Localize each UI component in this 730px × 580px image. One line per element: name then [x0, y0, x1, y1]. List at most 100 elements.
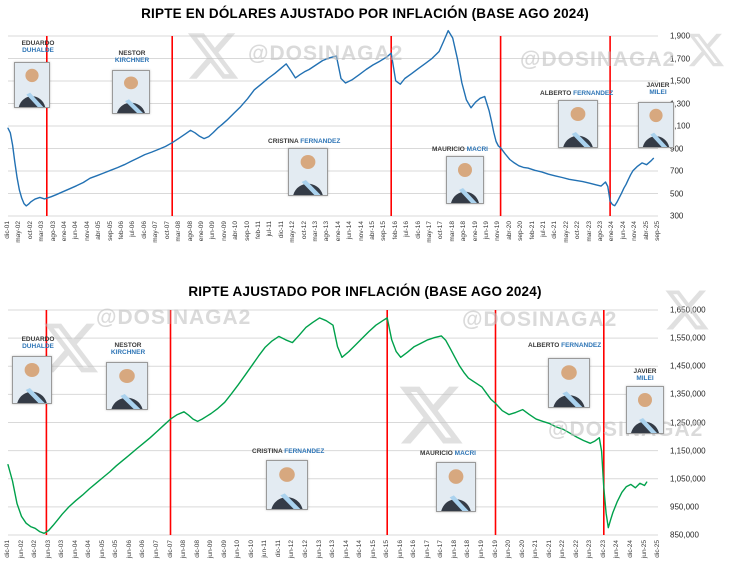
photo-alberto-fernandez	[558, 100, 598, 148]
x-axis-tick-label: ago-13	[323, 221, 331, 242]
y-axis-tick-label: 1,550,000	[670, 333, 706, 343]
y-axis-tick-label: 1,150,000	[670, 446, 706, 456]
x-axis-tick-label: mar-13	[311, 221, 319, 242]
president-label-duhalde: EDUARDO DUHALDE	[21, 40, 55, 54]
x-axis-tick-label: ene-14	[334, 221, 342, 242]
y-axis-tick-label: 1,700	[670, 54, 691, 63]
x-axis-tick-label: abr-05	[95, 221, 103, 240]
x-axis-tick-label: dic-25	[654, 540, 661, 558]
x-axis-tick-label: dic-20	[518, 540, 526, 558]
x-axis-tick-label: jun-16	[396, 540, 404, 559]
x-axis-tick-label: feb-16	[391, 221, 399, 240]
x-axis-tick-label: sep-10	[243, 221, 251, 241]
x-axis-tick-label: jun-22	[559, 540, 567, 559]
x-axis-tick-label: dic-09	[220, 540, 228, 558]
photo-eduardo-duhalde	[12, 356, 52, 404]
y-axis-tick-label: 1,450,000	[670, 361, 706, 371]
chart-title-usd: RIPTE EN DÓLARES AJUSTADO POR INFLACIÓN …	[141, 6, 589, 21]
chart-title-pesos: RIPTE AJUSTADO POR INFLACIÓN (BASE AGO 2…	[188, 284, 542, 299]
watermark-handle: @DOSINAGA2	[248, 42, 404, 65]
x-axis-tick-label: jun-08	[180, 540, 187, 559]
x-axis-tick-label: oct-07	[163, 221, 171, 240]
y-axis-tick-label: 1,250,000	[670, 418, 706, 427]
x-axis-tick-label: sep-15	[380, 221, 388, 241]
x-axis-tick-label: dic-10	[247, 540, 255, 558]
x-axis-tick-label: sep-05	[106, 221, 114, 241]
panel-pesos-chart: RIPTE AJUSTADO POR INFLACIÓN (BASE AGO 2…	[0, 278, 730, 580]
x-axis-tick-label: dic-21	[551, 221, 559, 239]
y-axis-tick-label: 700	[670, 166, 684, 176]
x-axis-tick-label: nov-19	[494, 221, 502, 241]
x-axis-tick-label: jun-19	[478, 540, 485, 559]
president-label-macri: MAURICIO MACRI	[420, 450, 476, 457]
x-axis-tick-label: ago-18	[460, 221, 468, 242]
x-axis-tick-label: jun-25	[640, 540, 648, 559]
x-axis-tick-label: jun-04	[72, 221, 80, 240]
x-axis-tick-label: jun-06	[125, 540, 133, 559]
x-axis-tick-label: jun-17	[423, 540, 431, 559]
president-portrait-image	[267, 461, 307, 509]
x-axis-tick-label: jul-06	[129, 221, 137, 237]
x-axis-tick-label: jun-12	[288, 540, 296, 559]
y-axis-tick-label: 950,000	[670, 502, 699, 512]
x-axis-tick-label: mar-23	[585, 221, 593, 242]
x-axis-tick-label: jun-19	[482, 221, 490, 240]
x-axis-tick-label: jun-24	[613, 540, 621, 559]
y-axis-tick-label: 1,900	[670, 31, 691, 41]
photo-nestor-kirchner	[106, 362, 148, 410]
x-logo-watermark	[660, 286, 714, 334]
y-axis-tick-label: 1,300	[670, 99, 691, 108]
x-axis-tick-label: jun-07	[153, 540, 160, 559]
x-axis-tick-label: dic-01	[4, 221, 11, 239]
photo-javier-milei	[638, 102, 674, 148]
x-axis-tick-label: feb-11	[254, 221, 262, 239]
x-axis-tick-label: dic-06	[140, 221, 148, 239]
x-logo-watermark	[684, 30, 728, 70]
x-axis-tick-label: jun-05	[98, 540, 106, 559]
photo-mauricio-macri	[446, 156, 484, 204]
x-axis-tick-label: jul-11	[266, 221, 274, 237]
panel-usd-chart: RIPTE EN DÓLARES AJUSTADO POR INFLACIÓN …	[0, 0, 730, 278]
x-logo-icon	[399, 386, 463, 444]
x-axis-tick-label: dic-17	[437, 540, 445, 558]
x-axis-tick-label: dic-16	[414, 221, 422, 239]
x-axis-tick-label: nov-09	[220, 221, 228, 241]
x-axis-tick-label: abr-25	[642, 221, 650, 240]
president-label-alberto: ALBERTO FERNANDEZ	[540, 90, 614, 97]
x-axis-tick-label: sep-20	[517, 221, 525, 241]
y-axis-tick-label: 1,500	[670, 76, 691, 86]
x-axis-tick-label: may-22	[562, 221, 570, 243]
x-axis-tick-label: oct-12	[300, 221, 308, 240]
watermark-handle: @DOSINAGA2	[462, 308, 618, 331]
watermark-handle: @DOSINAGA2	[96, 306, 252, 329]
x-axis-tick-label: jun-13	[315, 540, 323, 559]
y-axis-tick-label: 300	[670, 211, 684, 221]
president-portrait-image	[15, 63, 49, 107]
y-axis-tick-label: 900	[670, 144, 684, 153]
x-axis-tick-label: feb-21	[528, 221, 536, 240]
x-axis-tick-label: may-17	[425, 221, 433, 243]
president-portrait-image	[559, 101, 597, 147]
president-label-cristina: CRISTINA FERNANDEZ	[268, 138, 341, 145]
y-axis-usd: 1,900 1,700 1,500 1,300 1,100 900 700 500 300	[664, 32, 730, 221]
x-axis-tick-label: jun-09	[207, 540, 215, 559]
president-label-duhalde: EDUARDO DUHALDE	[21, 336, 55, 350]
x-axis-tick-label: jul-16	[403, 221, 411, 237]
x-axis-tick-label: jun-04	[71, 540, 79, 559]
president-label-alberto: ALBERTO FERNANDEZ	[528, 342, 602, 349]
y-axis-tick-label: 850,000	[670, 530, 699, 540]
x-axis-tick-label: jun-14	[342, 540, 350, 559]
x-axis-tick-label: jun-15	[369, 540, 377, 559]
x-logo-icon	[665, 290, 709, 330]
x-axis-tick-label: dic-18	[464, 540, 472, 558]
x-axis-tick-label: jun-10	[234, 540, 242, 559]
president-portrait-image	[437, 463, 475, 511]
y-axis-pesos: 1,650,000 1,550,000 1,450,000 1,350,000 1,25…	[664, 306, 730, 540]
president-portrait-image	[627, 387, 663, 433]
x-axis-tick-label: ene-24	[608, 221, 616, 242]
photo-cristina-fernandez	[288, 148, 328, 196]
president-portrait-image	[107, 363, 147, 409]
x-axis-tick-label: dic-01	[4, 540, 11, 558]
x-logo-icon	[688, 33, 725, 67]
x-axis-tick-label: nov-24	[631, 221, 639, 241]
